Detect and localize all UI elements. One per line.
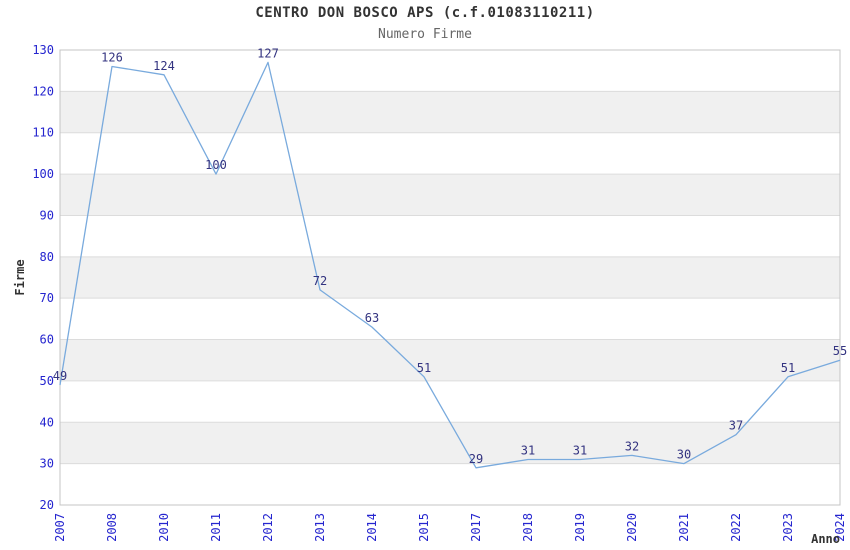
data-point-label: 37 [729,419,743,433]
data-label-layer: 49 126 124 100 127 72 63 51 29 31 31 32 30 37 51 55 [53,46,847,465]
data-point-label: 32 [625,439,639,453]
x-tick-label: 2022 [729,513,743,542]
y-tick-label: 130 [32,43,54,57]
y-tick-label: 110 [32,126,54,140]
chart-subtitle: Numero Firme [378,27,472,42]
band [60,91,840,133]
data-point-label: 127 [257,46,279,60]
data-point-label: 31 [573,444,587,458]
x-tick-label: 2023 [781,513,795,542]
x-tick-label: 2013 [313,513,327,542]
data-point-label: 51 [781,361,795,375]
x-tick-label: 2010 [157,513,171,542]
band [60,422,840,464]
x-tick-label: 2024 [833,513,847,542]
x-tick-label: 2018 [521,513,535,542]
x-tick-label: 2020 [625,513,639,542]
y-tick-label: 20 [40,498,54,512]
data-point-label: 29 [469,452,483,466]
data-point-label: 55 [833,344,847,358]
chart-title: CENTRO DON BOSCO APS (c.f.01083110211) [255,5,595,21]
plot-border [59,49,841,506]
band-layer [60,91,840,464]
y-tick-label: 60 [40,333,54,347]
data-point-label: 124 [153,59,175,73]
y-tick-label: 90 [40,209,54,223]
data-point-label: 51 [417,361,431,375]
band [60,174,840,216]
y-tick-label: 100 [32,167,54,181]
series-line [59,61,841,469]
x-axis-title: Anno [811,532,840,546]
data-point-label: 100 [205,158,227,172]
data-point-label: 31 [521,444,535,458]
band [60,256,840,299]
x-tick-label: 2008 [105,513,119,542]
x-tick-label: 2014 [365,513,379,542]
x-tick-label: 2007 [53,513,67,542]
x-tick-label: 2015 [417,513,431,542]
data-point-label: 126 [101,51,123,65]
x-tick-label: 2017 [469,513,483,542]
y-tick-label: 80 [40,250,54,264]
y-tick-label-layer: 20 30 40 50 60 70 80 90 100 110 120 130 [32,43,54,512]
x-tick-label: 2011 [209,513,223,542]
y-tick-label: 50 [40,374,54,388]
y-tick-label: 120 [32,84,54,98]
series-layer [59,61,841,469]
data-point-label: 72 [313,274,327,288]
x-tick-label: 2012 [261,513,275,542]
y-tick-label: 40 [40,415,54,429]
x-tick-label: 2019 [573,513,587,542]
x-tick-label-layer: 2007 2008 2010 2011 2012 2013 2014 2015 2017 2018… [53,513,847,542]
y-tick-label: 70 [40,291,54,305]
plot-border-layer [59,49,841,506]
data-point-label: 49 [53,369,67,383]
data-point-label: 63 [365,311,379,325]
gridline-layer [60,90,840,465]
band [60,339,840,381]
x-tick-label: 2021 [677,513,691,542]
y-axis-title: Firme [13,259,27,295]
y-tick-label: 30 [40,457,54,471]
data-point-label: 30 [677,448,691,462]
